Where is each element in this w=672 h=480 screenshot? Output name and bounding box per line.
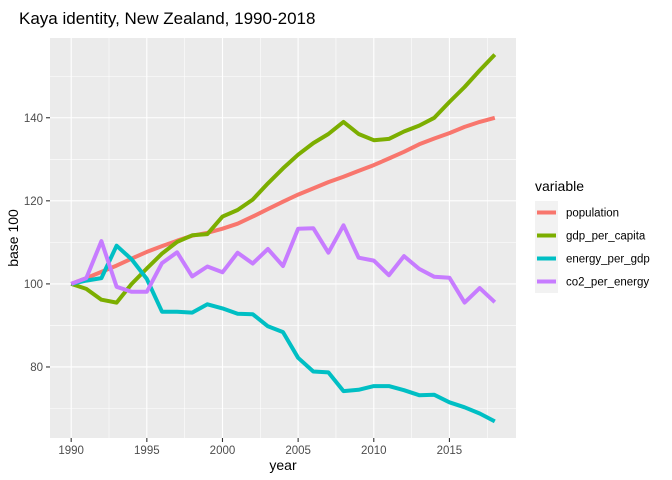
y-tick-label: 80 — [30, 362, 43, 374]
legend-label: co2_per_energy — [566, 277, 649, 289]
y-tick-label: 100 — [24, 279, 43, 291]
y-tick-label: 120 — [24, 196, 43, 208]
y-axis-ticks: 80 100 120 140 — [24, 113, 50, 374]
series-line-co2-per-energy — [70, 223, 497, 305]
x-tick-label: 1990 — [58, 445, 84, 457]
grid-minor — [50, 38, 516, 438]
legend-title: variable — [535, 178, 584, 194]
x-axis-ticks: 1990 1995 2000 2005 2010 2015 — [58, 438, 462, 457]
legend-item-co2-per-energy: co2_per_energy — [535, 270, 649, 293]
legend-items: population gdp_per_capita energy_per_gdpco… — [535, 201, 650, 293]
legend-item-population: population — [535, 201, 619, 224]
plot-panel — [50, 38, 516, 438]
legend-label: energy_per_gdp — [566, 254, 650, 266]
series-line-energy-per-gdp — [70, 243, 496, 424]
chart-title: Kaya identity, New Zealand, 1990-2018 — [19, 9, 315, 28]
legend-label: population — [566, 208, 619, 220]
y-axis-title: base 100 — [5, 209, 21, 267]
grid-major — [50, 38, 516, 438]
legend-item-energy-per-gdp: energy_per_gdp — [535, 247, 650, 270]
x-tick-label: 2005 — [285, 445, 311, 457]
series-line-population — [70, 115, 496, 286]
legend: variable population gdp_per_capita energy_… — [535, 178, 650, 293]
series-lines — [70, 53, 497, 424]
legend-label: gdp_per_capita — [566, 231, 646, 243]
x-tick-label: 1995 — [134, 445, 160, 457]
x-tick-label: 2015 — [437, 445, 463, 457]
x-axis-title: year — [269, 457, 297, 473]
x-tick-label: 2010 — [361, 445, 387, 457]
y-tick-label: 140 — [24, 113, 43, 125]
x-tick-label: 2000 — [210, 445, 236, 457]
legend-item-gdp-per-capita: gdp_per_capita — [535, 224, 646, 247]
